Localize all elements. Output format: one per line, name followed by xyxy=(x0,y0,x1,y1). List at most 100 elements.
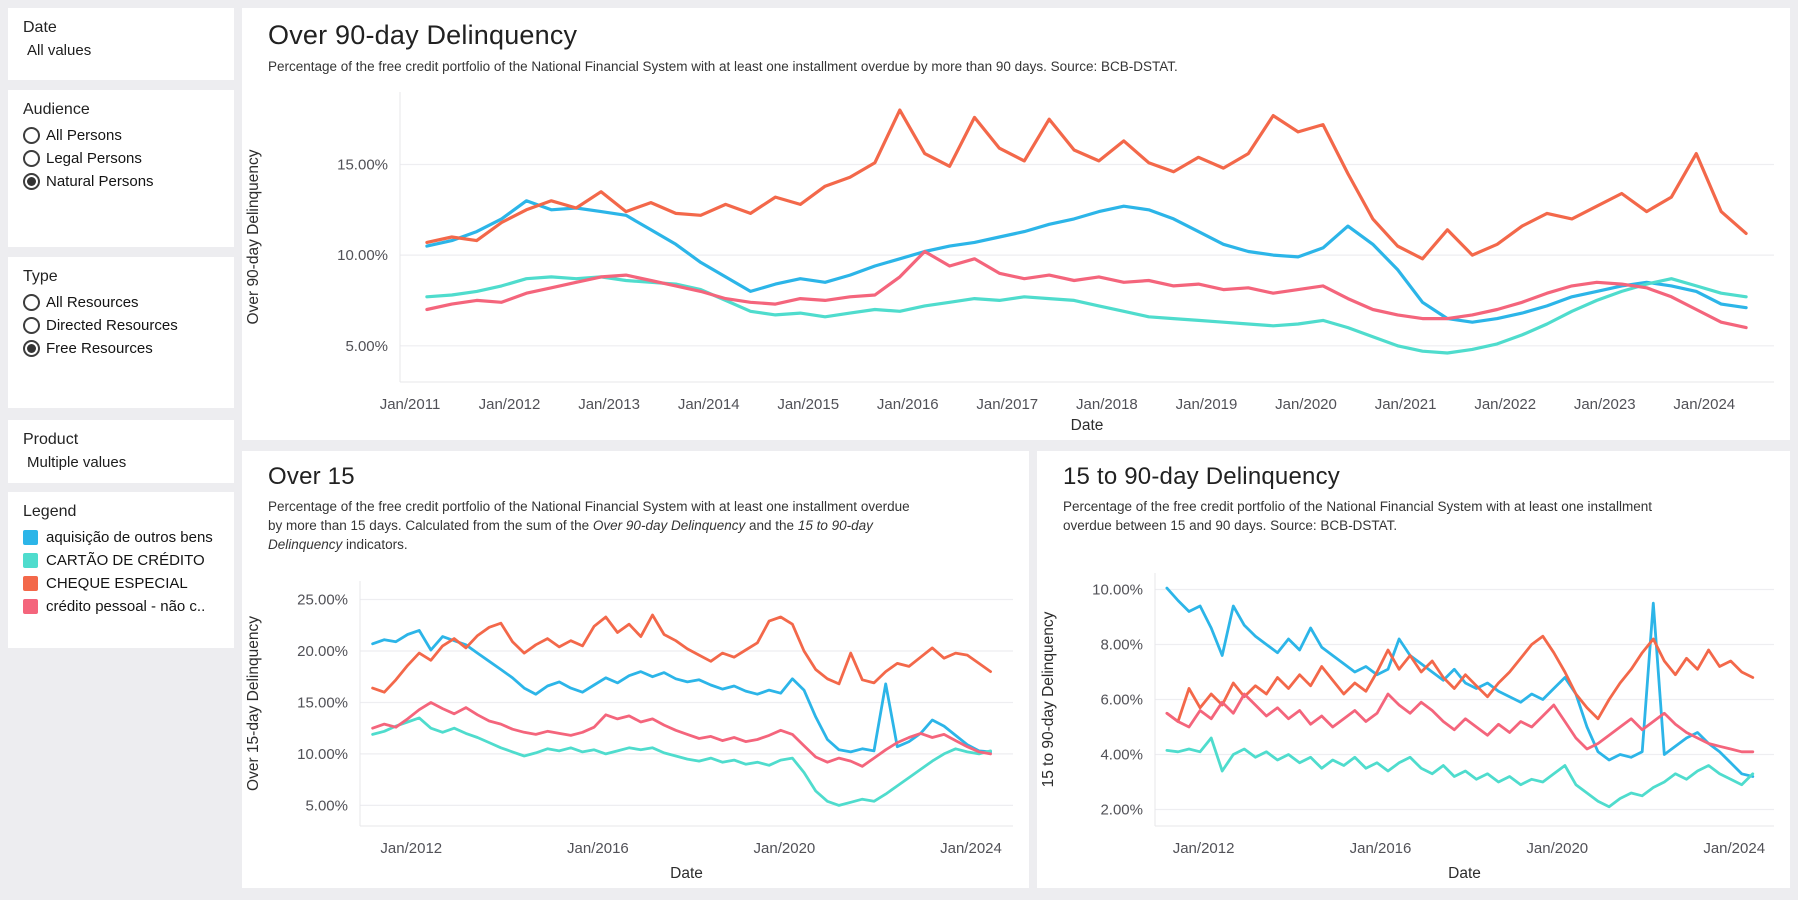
radio-icon[interactable] xyxy=(23,173,40,190)
filter-panel-audience: Audience All Persons Legal Persons Natur… xyxy=(8,90,234,247)
radio-option-all-resources[interactable]: All Resources xyxy=(23,291,220,314)
svg-text:4.00%: 4.00% xyxy=(1100,747,1143,764)
chart-title-15-to-90-day: 15 to 90-day Delinquency xyxy=(1063,463,1340,490)
legend-item-label: CARTÃO DE CRÉDITO xyxy=(46,552,205,569)
svg-text:Jan/2014: Jan/2014 xyxy=(678,396,740,413)
svg-text:Jan/2020: Jan/2020 xyxy=(1526,840,1588,857)
svg-text:10.00%: 10.00% xyxy=(297,746,348,763)
radio-label: Legal Persons xyxy=(46,150,142,167)
radio-option-all-persons[interactable]: All Persons xyxy=(23,124,220,147)
svg-text:Date: Date xyxy=(1071,417,1104,434)
svg-text:Over 15-day Delinquency: Over 15-day Delinquency xyxy=(245,616,262,791)
chart-panel-over-90-day: Over 90-day Delinquency Percentage of th… xyxy=(242,8,1790,440)
radio-label: Directed Resources xyxy=(46,317,178,334)
svg-text:5.00%: 5.00% xyxy=(345,338,388,355)
chart-subtitle-over-90-day: Percentage of the free credit portfolio … xyxy=(268,59,1178,74)
svg-text:10.00%: 10.00% xyxy=(337,247,388,264)
legend-item-cartao-de-credito[interactable]: CARTÃO DE CRÉDITO xyxy=(23,549,220,572)
svg-text:Jan/2012: Jan/2012 xyxy=(380,840,442,857)
svg-text:20.00%: 20.00% xyxy=(297,643,348,660)
filter-title-type: Type xyxy=(23,268,58,285)
radio-label: All Resources xyxy=(46,294,139,311)
legend-item-label: crédito pessoal - não c.. xyxy=(46,598,206,615)
svg-text:Jan/2015: Jan/2015 xyxy=(777,396,839,413)
radio-icon[interactable] xyxy=(23,127,40,144)
legend-swatch-icon xyxy=(23,530,38,545)
radio-icon[interactable] xyxy=(23,150,40,167)
radio-icon[interactable] xyxy=(23,317,40,334)
chart-subtitle-15-to-90-day: Percentage of the free credit portfolio … xyxy=(1063,499,1653,534)
chart-title-over-90-day: Over 90-day Delinquency xyxy=(268,20,578,50)
svg-text:Jan/2017: Jan/2017 xyxy=(976,396,1038,413)
svg-text:Jan/2020: Jan/2020 xyxy=(1275,396,1337,413)
legend-title: Legend xyxy=(23,503,77,520)
subtitle-text: indicators. xyxy=(342,537,408,553)
radio-label: Free Resources xyxy=(46,340,153,357)
svg-text:Jan/2016: Jan/2016 xyxy=(877,396,939,413)
chart-panel-over-15: Over 15 Percentage of the free credit po… xyxy=(242,451,1029,888)
svg-text:Over 90-day Delinquency: Over 90-day Delinquency xyxy=(245,149,262,324)
radio-option-natural-persons[interactable]: Natural Persons xyxy=(23,170,220,193)
legend-item-aquisicao-de-outros-bens[interactable]: aquisição de outros bens xyxy=(23,526,220,549)
svg-text:Jan/2012: Jan/2012 xyxy=(1173,840,1235,857)
svg-text:15.00%: 15.00% xyxy=(297,695,348,712)
radio-label: All Persons xyxy=(46,127,122,144)
svg-text:Jan/2012: Jan/2012 xyxy=(479,396,541,413)
subtitle-text: and the xyxy=(745,518,798,534)
svg-text:25.00%: 25.00% xyxy=(297,592,348,609)
legend-item-label: aquisição de outros bens xyxy=(46,529,213,546)
svg-text:2.00%: 2.00% xyxy=(1100,802,1143,819)
legend-panel: Legend aquisição de outros bens CARTÃO D… xyxy=(8,492,234,648)
svg-text:Date: Date xyxy=(670,865,703,882)
filter-value-date[interactable]: All values xyxy=(27,42,92,59)
svg-text:Jan/2022: Jan/2022 xyxy=(1474,396,1536,413)
filter-panel-product: Product Multiple values xyxy=(8,420,234,483)
svg-text:Jan/2023: Jan/2023 xyxy=(1574,396,1636,413)
radio-option-legal-persons[interactable]: Legal Persons xyxy=(23,147,220,170)
svg-text:Date: Date xyxy=(1448,865,1481,882)
svg-text:8.00%: 8.00% xyxy=(1100,637,1143,654)
svg-text:Jan/2024: Jan/2024 xyxy=(1703,840,1765,857)
line-chart-over-90-day[interactable]: 5.00% 10.00% 15.00% Jan/2011 Jan/2012 Jan/201… xyxy=(242,82,1790,438)
svg-text:Jan/2013: Jan/2013 xyxy=(578,396,640,413)
subtitle-text-italic: 15 to 90-day Delinquency xyxy=(268,518,873,553)
radio-icon[interactable] xyxy=(23,294,40,311)
radio-icon[interactable] xyxy=(23,340,40,357)
svg-text:Jan/2020: Jan/2020 xyxy=(754,840,816,857)
svg-text:6.00%: 6.00% xyxy=(1100,692,1143,709)
svg-text:5.00%: 5.00% xyxy=(305,797,348,814)
filter-value-product[interactable]: Multiple values xyxy=(27,454,127,471)
filter-panel-type: Type All Resources Directed Resources Fr… xyxy=(8,257,234,408)
legend-item-label: CHEQUE ESPECIAL xyxy=(46,575,188,592)
svg-text:Jan/2019: Jan/2019 xyxy=(1176,396,1238,413)
legend-item-credito-pessoal[interactable]: crédito pessoal - não c.. xyxy=(23,595,220,618)
svg-text:Jan/2016: Jan/2016 xyxy=(1350,840,1412,857)
chart-title-over-15: Over 15 xyxy=(268,463,355,490)
svg-text:Jan/2016: Jan/2016 xyxy=(567,840,629,857)
svg-text:Jan/2011: Jan/2011 xyxy=(380,396,441,413)
radio-option-directed-resources[interactable]: Directed Resources xyxy=(23,314,220,337)
subtitle-text-italic: Over 90-day Delinquency xyxy=(592,518,746,534)
svg-text:Jan/2018: Jan/2018 xyxy=(1076,396,1138,413)
svg-text:Jan/2021: Jan/2021 xyxy=(1375,396,1437,413)
legend-swatch-icon xyxy=(23,599,38,614)
line-chart-15-to-90-day[interactable]: 2.00% 4.00% 6.00% 8.00% 10.00% Jan/2012 Jan/20… xyxy=(1037,565,1790,886)
legend-item-cheque-especial[interactable]: CHEQUE ESPECIAL xyxy=(23,572,220,595)
filter-panel-date: Date All values xyxy=(8,8,234,80)
subtitle-text: Percentage of the free credit portfolio … xyxy=(268,499,910,534)
legend-swatch-icon xyxy=(23,576,38,591)
filter-title-product: Product xyxy=(23,431,79,448)
svg-text:10.00%: 10.00% xyxy=(1092,582,1143,599)
radio-option-free-resources[interactable]: Free Resources xyxy=(23,337,220,360)
filter-title-audience: Audience xyxy=(23,101,90,118)
radio-label: Natural Persons xyxy=(46,173,154,190)
svg-text:Jan/2024: Jan/2024 xyxy=(1673,396,1735,413)
chart-panel-15-to-90-day: 15 to 90-day Delinquency Percentage of t… xyxy=(1037,451,1790,888)
filter-title-date: Date xyxy=(23,19,57,36)
svg-text:15.00%: 15.00% xyxy=(337,157,388,174)
chart-subtitle-over-15: Percentage of the free credit portfolio … xyxy=(268,497,913,554)
svg-text:15 to 90-day Delinquency: 15 to 90-day Delinquency xyxy=(1040,611,1057,787)
svg-text:Jan/2024: Jan/2024 xyxy=(940,840,1002,857)
line-chart-over-15[interactable]: 5.00% 10.00% 15.00% 20.00% 25.00% Jan/2012 Jan… xyxy=(242,573,1029,886)
legend-swatch-icon xyxy=(23,553,38,568)
